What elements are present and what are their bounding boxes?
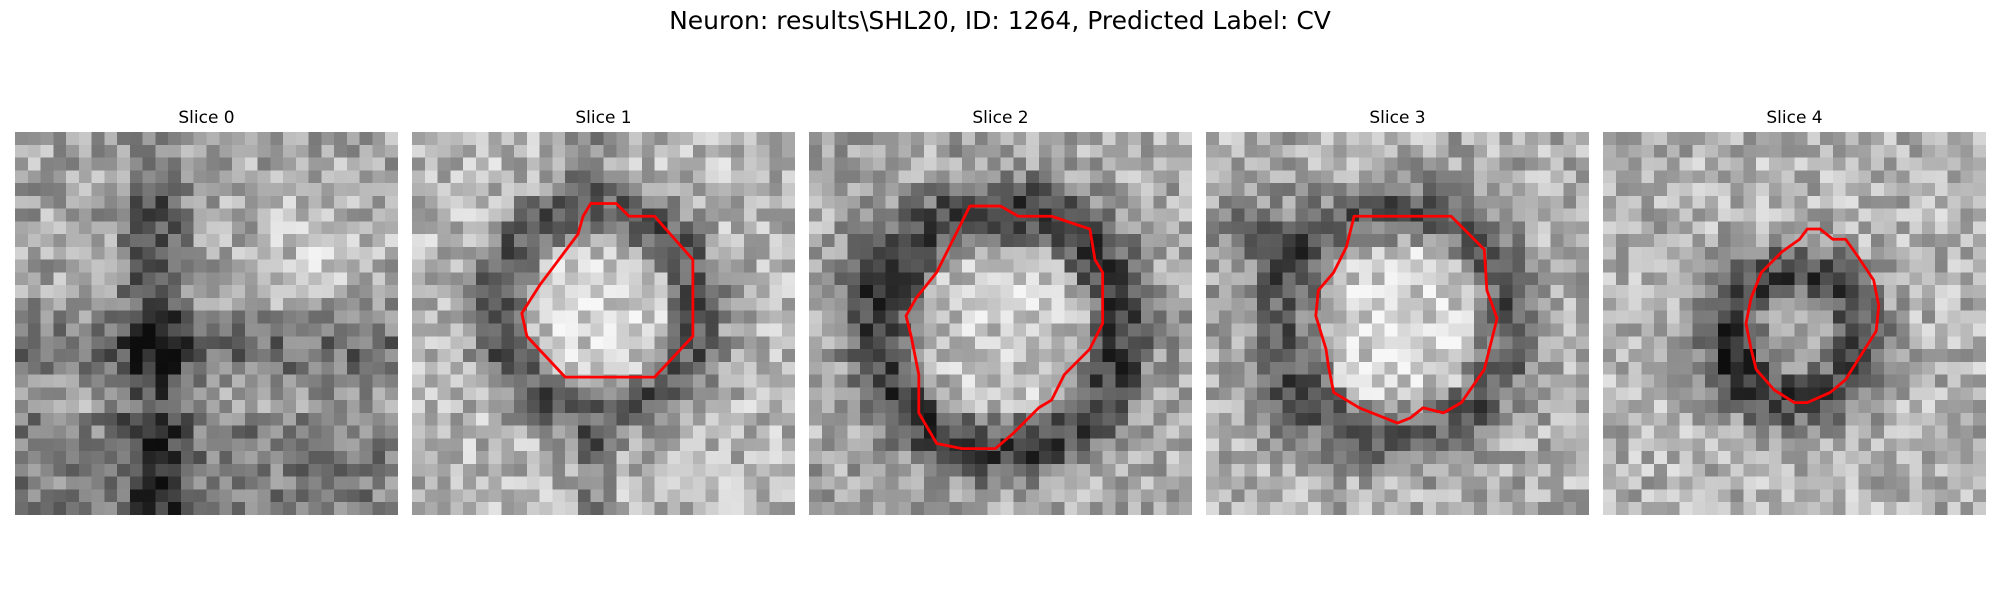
panel-title: Slice 2	[972, 108, 1029, 128]
panel-title: Slice 4	[1766, 108, 1823, 128]
panel-title: Slice 3	[1369, 108, 1426, 128]
panel-slice-4: Slice 4	[1603, 108, 1986, 515]
slice-image	[1603, 132, 1986, 515]
panel-slice-2: Slice 2	[809, 108, 1192, 515]
predicted-outline	[520, 202, 695, 379]
slice-image	[412, 132, 795, 515]
panel-slice-1: Slice 1	[412, 108, 795, 515]
slice-image	[809, 132, 1192, 515]
slice-image	[1206, 132, 1589, 515]
figure-title: Neuron: results\SHL20, ID: 1264, Predict…	[669, 6, 1331, 35]
panel-slice-3: Slice 3	[1206, 108, 1589, 515]
panel-title: Slice 1	[575, 108, 632, 128]
predicted-outline	[904, 204, 1105, 451]
predicted-outline	[1314, 214, 1499, 425]
panel-slice-0: Slice 0	[15, 108, 398, 515]
panel-title: Slice 0	[178, 108, 235, 128]
slice-image	[15, 132, 398, 515]
predicted-outline	[1744, 227, 1881, 405]
